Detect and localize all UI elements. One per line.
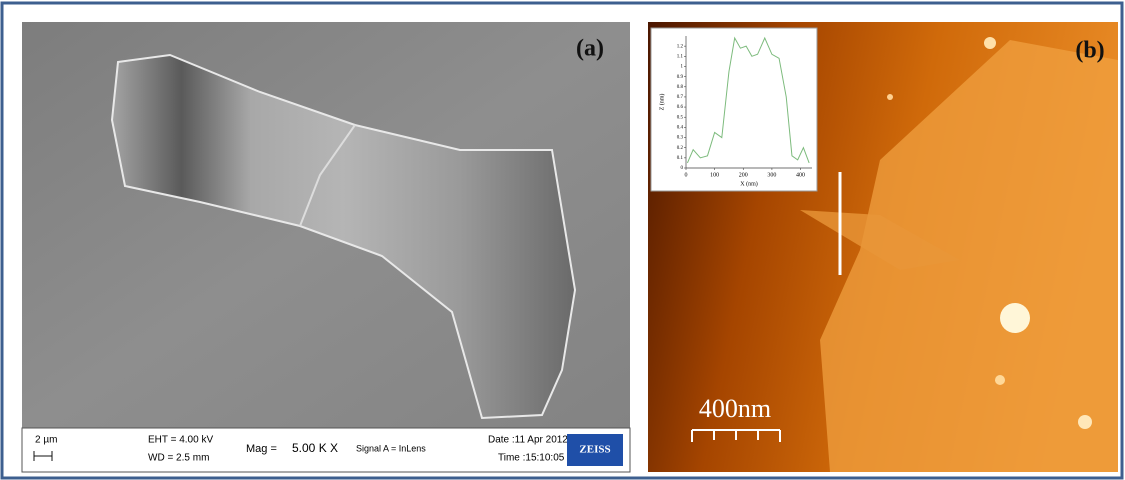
y-tick-label: 0.5	[677, 115, 684, 120]
logo: ZEISS	[579, 444, 610, 456]
body: (a) 2 µm EHT = 4.00 kV WD = 2.5 mm Mag =…	[0, 0, 1125, 480]
y-tick-label: 0.4	[677, 126, 684, 131]
info-wd: WD = 2.5 mm	[148, 453, 209, 464]
page: SEM and AFM figure {"panels": { "a": {"l…	[0, 0, 1125, 480]
info-date: Date :11 Apr 2012	[488, 435, 568, 446]
y-axis-label: Z (nm)	[658, 94, 665, 111]
y-tick-label: 1.2	[677, 44, 684, 49]
scale-bar-label: 400nm	[699, 394, 771, 423]
y-tick-label: 0.1	[677, 156, 684, 161]
y-tick-label: 0.2	[677, 146, 684, 151]
afm-spot	[1000, 303, 1030, 333]
info-mag: 5.00 K X	[292, 441, 338, 455]
x-tick-label: 200	[739, 172, 748, 178]
y-tick-label: 0.3	[677, 136, 684, 141]
y-tick-label: 0.9	[677, 75, 684, 80]
afm-spot	[984, 37, 996, 49]
panel-label: (a)	[576, 36, 604, 62]
info-eht: EHT = 4.00 kV	[148, 435, 213, 446]
x-tick-label: 100	[710, 172, 719, 178]
afm-spot	[1078, 415, 1092, 429]
x-tick-label: 300	[767, 172, 776, 178]
x-tick-label: 0	[685, 172, 688, 178]
y-tick-label: 0.6	[677, 105, 684, 110]
afm-spot	[995, 375, 1005, 385]
y-tick-label: 0.8	[677, 85, 684, 90]
y-tick-label: 1.1	[677, 54, 684, 59]
y-tick-label: 0.7	[677, 95, 684, 100]
info-signal: Signal A = InLens	[356, 443, 426, 453]
info-time: Time :15:10:05	[498, 453, 565, 464]
info-scale: 2 µm	[35, 435, 57, 446]
afm-spot	[887, 94, 893, 100]
x-tick-label: 400	[796, 172, 805, 178]
x-axis-label: X (nm)	[740, 180, 758, 187]
figure: (a) 2 µm EHT = 4.00 kV WD = 2.5 mm Mag =…	[0, 0, 1125, 480]
panel-label: (b)	[1075, 38, 1104, 64]
info-mag-label: Mag =	[246, 443, 277, 455]
